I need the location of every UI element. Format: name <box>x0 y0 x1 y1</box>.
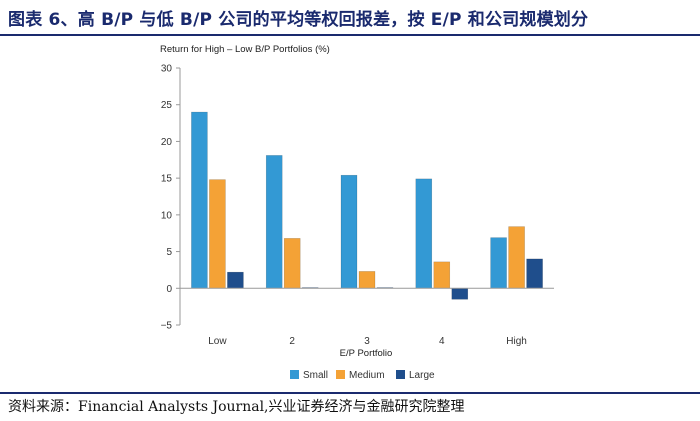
legend-label-medium: Medium <box>349 370 385 381</box>
x-axis-label: E/P Portfolio <box>340 348 393 359</box>
bar-small-high <box>490 237 507 289</box>
y-axis: −5 0 5 10 15 20 25 30 <box>161 64 181 332</box>
header-divider <box>0 34 700 36</box>
legend-swatch-medium <box>336 370 345 379</box>
legend: Small Medium Large <box>290 370 435 381</box>
y-tick-label: 10 <box>161 210 173 221</box>
x-axis: Low 2 3 4 High <box>180 287 554 347</box>
bars-group <box>191 111 543 300</box>
x-tick-label: 3 <box>364 336 370 347</box>
y-tick-label: 15 <box>161 174 173 185</box>
figure-header: 图表 6、高 B/P 与低 B/P 公司的平均等权回报差，按 E/P 和公司规模… <box>0 0 700 36</box>
chart-container: Return for High – Low B/P Portfolios (%)… <box>148 38 568 388</box>
y-tick-label: 5 <box>166 247 172 258</box>
bar-large-high <box>526 258 543 289</box>
x-tick-label: 4 <box>439 336 445 347</box>
bar-large-4 <box>451 288 469 300</box>
legend-swatch-small <box>290 370 299 379</box>
bar-large-low <box>227 271 244 289</box>
legend-label-large: Large <box>409 370 435 381</box>
x-tick-label: High <box>506 336 527 347</box>
legend-swatch-large <box>396 370 405 379</box>
bar-medium-2 <box>283 238 301 289</box>
bar-medium-high <box>508 226 525 289</box>
bar-small-2 <box>265 155 283 289</box>
y-tick-label: 25 <box>161 100 173 111</box>
bar-small-3 <box>340 174 358 289</box>
legend-label-small: Small <box>303 370 328 381</box>
y-tick-label: 30 <box>161 64 173 75</box>
footer-divider <box>0 392 700 394</box>
bar-medium-4 <box>433 261 451 289</box>
chart-title: Return for High – Low B/P Portfolios (%) <box>160 44 330 55</box>
x-tick-label: Low <box>208 336 227 347</box>
bar-small-low <box>191 111 208 289</box>
y-tick-label: −5 <box>161 321 173 332</box>
figure-title: 图表 6、高 B/P 与低 B/P 公司的平均等权回报差，按 E/P 和公司规模… <box>8 10 589 30</box>
bar-medium-low <box>209 179 226 289</box>
bar-small-4 <box>415 178 433 289</box>
bar-chart: Return for High – Low B/P Portfolios (%)… <box>160 44 554 381</box>
x-tick-label: 2 <box>289 336 295 347</box>
y-tick-label: 20 <box>161 137 173 148</box>
bar-medium-3 <box>358 271 376 289</box>
source-note: 资料来源：Financial Analysts Journal,兴业证券经济与金… <box>8 399 465 415</box>
y-tick-label: 0 <box>166 284 172 295</box>
